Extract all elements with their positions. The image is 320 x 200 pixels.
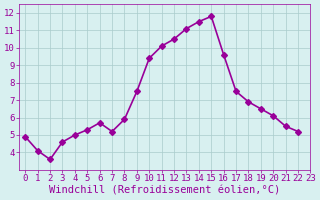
X-axis label: Windchill (Refroidissement éolien,°C): Windchill (Refroidissement éolien,°C) <box>49 186 280 196</box>
